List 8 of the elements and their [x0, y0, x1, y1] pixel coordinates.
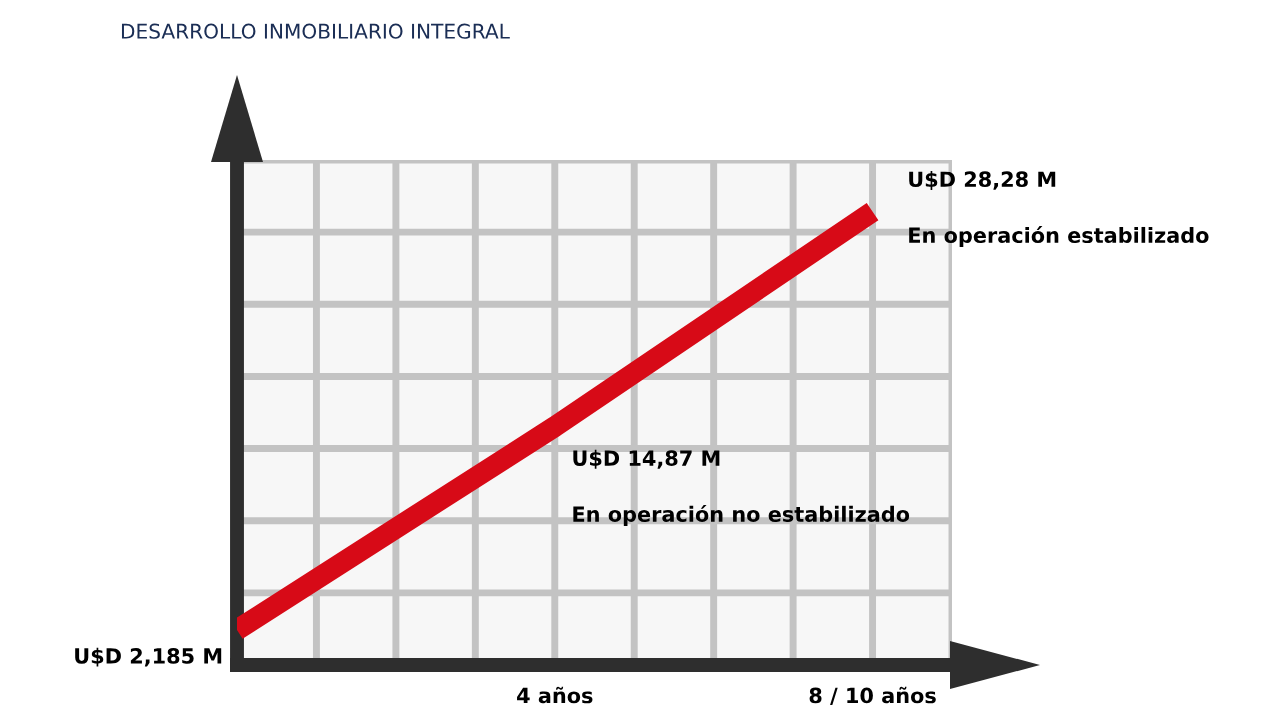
- data-label: U$D 28,28 M: [909, 170, 1056, 190]
- data-label: U$D 2,185 M: [75, 647, 222, 667]
- annotation: En operación no estabilizado: [573, 505, 910, 526]
- data-label: U$D 14,87 M: [573, 449, 720, 469]
- x-tick-label: 4 años: [517, 686, 593, 704]
- annotation: En operación estabilizado: [909, 226, 1209, 248]
- chart-title: DESARROLLO INMOBILIARIO INTEGRAL: [121, 23, 510, 39]
- x-tick-label: 8 / 10 años: [809, 686, 936, 705]
